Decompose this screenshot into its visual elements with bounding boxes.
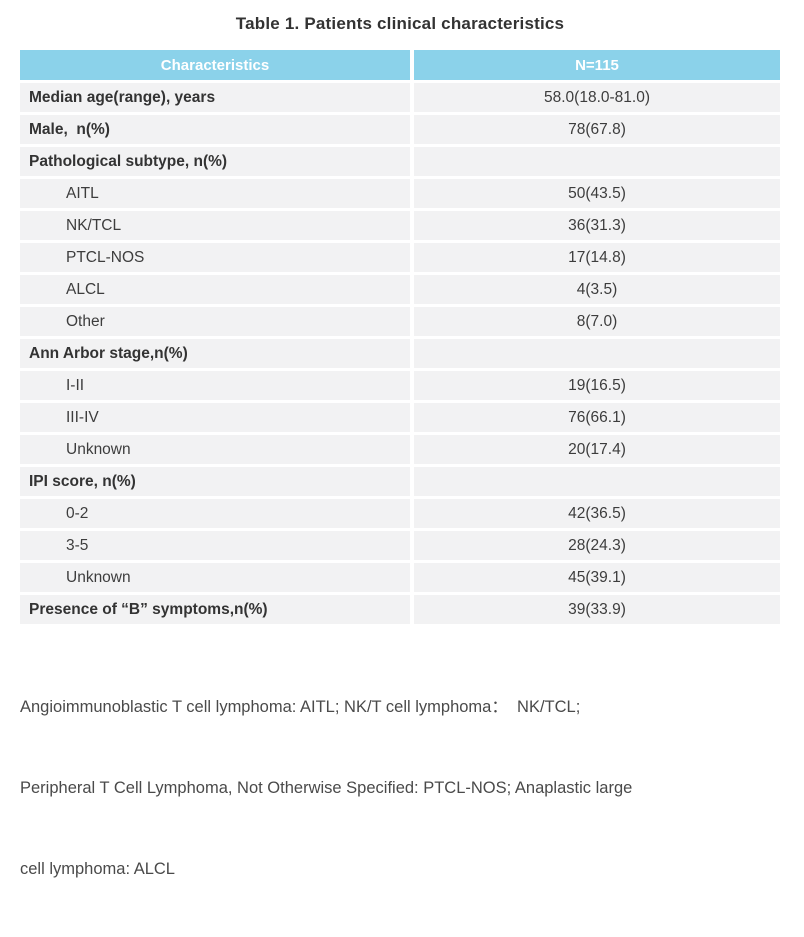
column-header-characteristics: Characteristics bbox=[20, 50, 410, 80]
row-label-ipi-0-2: 0-2 bbox=[20, 499, 410, 528]
row-label-pathological-subtype: Pathological subtype, n(%) bbox=[20, 147, 410, 176]
table-footnote: Angioimmunoblastic T cell lymphoma: AITL… bbox=[20, 640, 792, 937]
row-value-ipi-3-5: 28(24.3) bbox=[414, 531, 780, 560]
row-label-other: Other bbox=[20, 307, 410, 336]
footnote-line-2: Peripheral T Cell Lymphoma, Not Otherwis… bbox=[20, 779, 633, 797]
row-label-stage-unknown: Unknown bbox=[20, 435, 410, 464]
row-label-median-age: Median age(range), years bbox=[20, 83, 410, 112]
row-label-ipi-score: IPI score, n(%) bbox=[20, 467, 410, 496]
row-value-ipi-unknown: 45(39.1) bbox=[414, 563, 780, 592]
row-label-nktcl: NK/TCL bbox=[20, 211, 410, 240]
column-header-n: N=115 bbox=[414, 50, 780, 80]
row-value-stage-unknown: 20(17.4) bbox=[414, 435, 780, 464]
row-value-ipi-0-2: 42(36.5) bbox=[414, 499, 780, 528]
row-label-male: Male, n(%) bbox=[20, 115, 410, 144]
row-value-ptcl-nos: 17(14.8) bbox=[414, 243, 780, 272]
row-label-ipi-unknown: Unknown bbox=[20, 563, 410, 592]
row-value-stage-i-ii: 19(16.5) bbox=[414, 371, 780, 400]
page: Table 1. Patients clinical characteristi… bbox=[0, 14, 804, 878]
row-label-aitl: AITL bbox=[20, 179, 410, 208]
row-value-male: 78(67.8) bbox=[414, 115, 780, 144]
footnote-line-3: cell lymphoma: ALCL bbox=[20, 860, 175, 878]
row-label-alcl: ALCL bbox=[20, 275, 410, 304]
row-label-ann-arbor: Ann Arbor stage,n(%) bbox=[20, 339, 410, 368]
row-value-aitl: 50(43.5) bbox=[414, 179, 780, 208]
row-label-stage-i-ii: I-II bbox=[20, 371, 410, 400]
row-value-stage-iii-iv: 76(66.1) bbox=[414, 403, 780, 432]
row-value-nktcl: 36(31.3) bbox=[414, 211, 780, 240]
row-label-ptcl-nos: PTCL-NOS bbox=[20, 243, 410, 272]
row-label-ipi-3-5: 3-5 bbox=[20, 531, 410, 560]
row-value-ann-arbor bbox=[414, 339, 780, 368]
row-value-b-symptoms: 39(33.9) bbox=[414, 595, 780, 624]
row-value-ipi-score bbox=[414, 467, 780, 496]
patients-characteristics-table: Characteristics N=115 Median age(range),… bbox=[20, 50, 780, 624]
row-value-pathological-subtype bbox=[414, 147, 780, 176]
row-label-stage-iii-iv: III-IV bbox=[20, 403, 410, 432]
table-title: Table 1. Patients clinical characteristi… bbox=[235, 14, 565, 33]
footnote-line-1: Angioimmunoblastic T cell lymphoma: AITL… bbox=[20, 698, 581, 716]
row-value-other: 8(7.0) bbox=[414, 307, 780, 336]
row-value-alcl: 4(3.5) bbox=[414, 275, 780, 304]
row-value-median-age: 58.0(18.0-81.0) bbox=[414, 83, 780, 112]
row-label-b-symptoms: Presence of “B” symptoms,n(%) bbox=[20, 595, 410, 624]
